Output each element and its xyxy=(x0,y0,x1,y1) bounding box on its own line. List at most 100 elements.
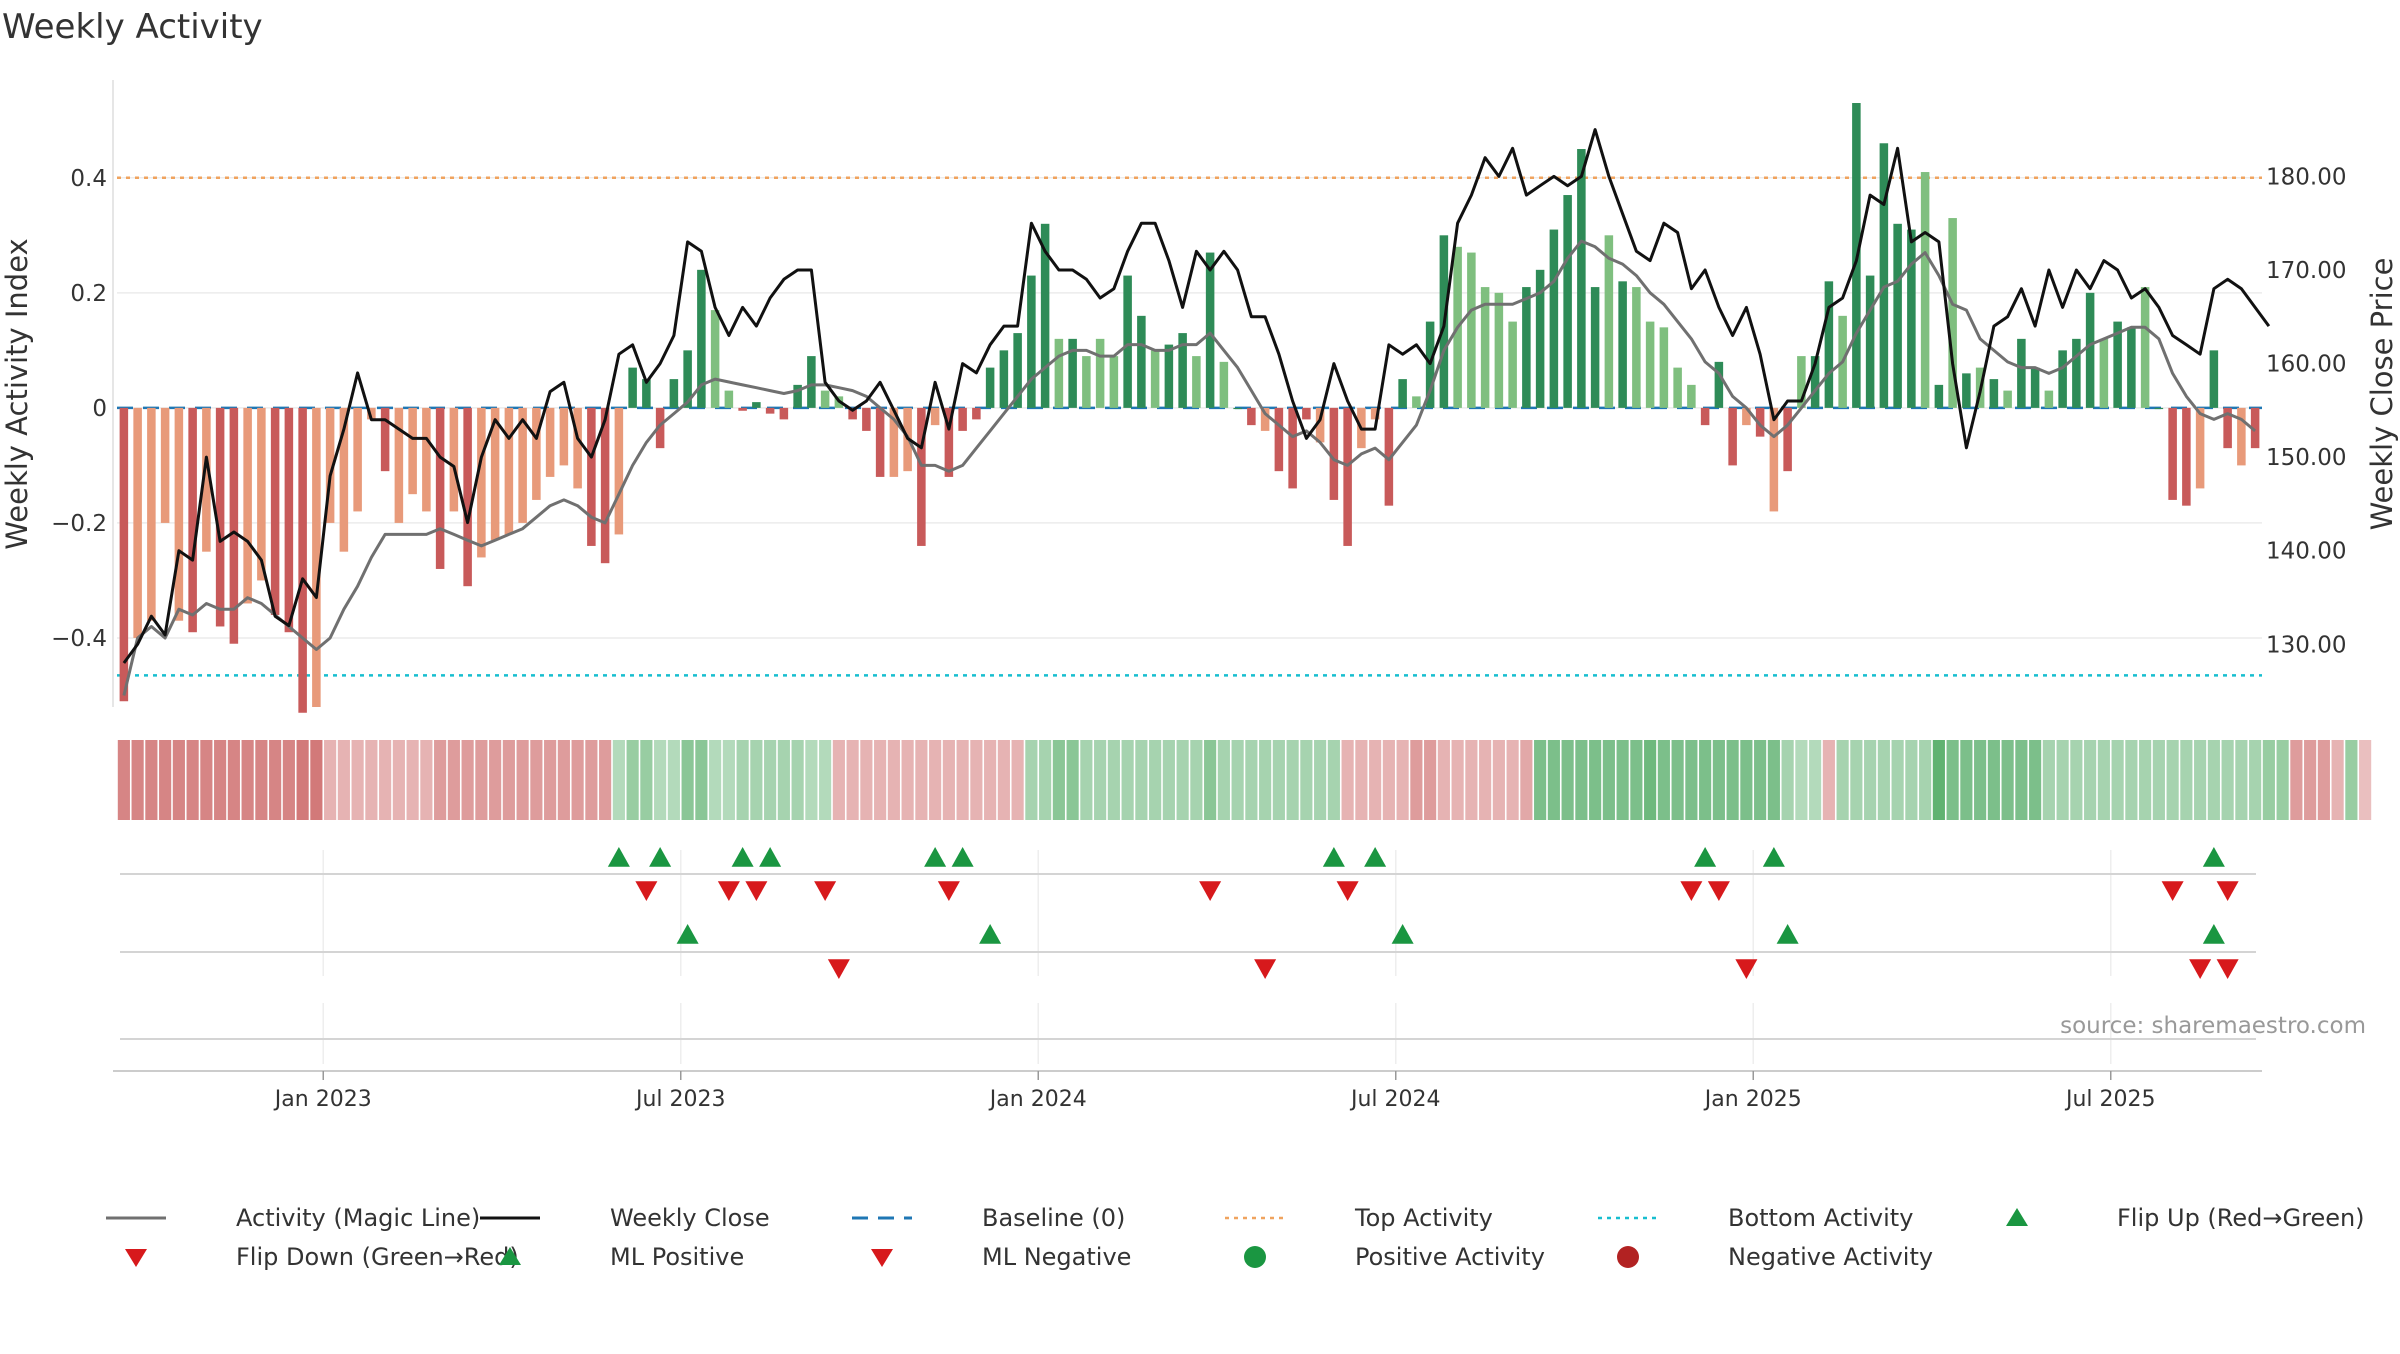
activity-bar xyxy=(862,407,871,431)
heat-strip-cell xyxy=(1699,740,1712,820)
activity-bar xyxy=(1412,396,1421,408)
legend-label: Flip Down (Green→Red) xyxy=(236,1243,519,1271)
heat-strip-cell xyxy=(1644,740,1657,820)
activity-bar xyxy=(1370,407,1380,420)
heat-strip-cell xyxy=(1767,740,1780,820)
legend-label: Activity (Magic Line) xyxy=(236,1204,480,1232)
heat-strip-cell xyxy=(1919,740,1932,820)
heat-strip-cell xyxy=(2359,740,2372,820)
ml-positive-marker xyxy=(1391,924,1414,944)
heat-strip-cell xyxy=(1190,740,1203,820)
heat-strip-cell xyxy=(434,740,447,820)
heat-strip-cell xyxy=(2125,740,2138,820)
heat-strip-cell xyxy=(337,740,350,820)
activity-bar xyxy=(2072,338,2081,408)
activity-bar xyxy=(999,350,1009,408)
heat-strip-cell xyxy=(1506,740,1519,820)
heat-strip-cell xyxy=(2290,740,2303,820)
activity-bar xyxy=(2195,407,2205,489)
heat-strip-cell xyxy=(2015,740,2028,820)
flip-down-marker xyxy=(717,881,740,901)
heat-strip-cell xyxy=(351,740,364,820)
heat-strip-cell xyxy=(764,740,777,820)
heat-strip-cell xyxy=(1066,740,1079,820)
heat-strip-cell xyxy=(997,740,1010,820)
heat-strip-cell xyxy=(241,740,254,820)
ml-positive-marker xyxy=(1776,924,1799,944)
activity-bar xyxy=(188,407,197,633)
legend-swatch xyxy=(499,1247,521,1265)
reference-lines xyxy=(117,176,2262,677)
legend-label: Bottom Activity xyxy=(1728,1204,1913,1232)
heat-strip-cell xyxy=(1974,740,1987,820)
activity-bar xyxy=(1728,407,1737,466)
legend-label: Baseline (0) xyxy=(982,1204,1125,1232)
activity-bar xyxy=(1687,384,1696,408)
heat-strip-cell xyxy=(1382,740,1395,820)
heat-strip-cell xyxy=(2249,740,2262,820)
heat-strip-cell xyxy=(1025,740,1038,820)
weekly-close-series xyxy=(122,128,2271,664)
activity-bar xyxy=(1150,350,1160,408)
activity-bar xyxy=(1398,379,1407,408)
legend-label: Negative Activity xyxy=(1728,1243,1933,1271)
heat-strip-cell xyxy=(1795,740,1808,820)
activity-bar xyxy=(1590,287,1600,408)
activity-bar xyxy=(1783,407,1792,472)
activity-bar xyxy=(628,367,637,408)
activity-bar xyxy=(614,407,624,535)
heat-strip-cell xyxy=(2084,740,2097,820)
heat-strip-cell xyxy=(1891,740,1904,820)
heat-strip-cell xyxy=(2317,740,2330,820)
activity-bar xyxy=(1274,407,1284,472)
activity-bar xyxy=(1989,379,1999,408)
heat-strip-cell xyxy=(1327,740,1340,820)
activity-bar xyxy=(2017,338,2026,408)
heat-strip-cell xyxy=(695,740,708,820)
heat-strip-cell xyxy=(1630,740,1643,820)
legend-label: Positive Activity xyxy=(1355,1243,1545,1271)
heat-strip-cell xyxy=(1011,740,1024,820)
heat-strip-cell xyxy=(516,740,529,820)
left-tick-label: 0 xyxy=(92,396,107,422)
ml-negative-marker xyxy=(1254,959,1277,979)
activity-bar xyxy=(119,407,129,702)
heat-strip-cell xyxy=(2262,740,2275,820)
heat-strip-cell xyxy=(2331,740,2344,820)
activity-bar xyxy=(1879,143,1889,408)
activity-bar xyxy=(2085,292,2095,408)
heat-strip-cell xyxy=(1602,740,1615,820)
activity-bar xyxy=(724,390,734,408)
legend-label: Weekly Close xyxy=(610,1204,770,1232)
activity-bar xyxy=(1260,407,1270,431)
activity-bar xyxy=(1178,333,1187,408)
heat-strip-cell xyxy=(2235,740,2248,820)
heat-strip-cell xyxy=(654,740,667,820)
heat-strip-cell xyxy=(2042,740,2055,820)
heat-strip-cell xyxy=(1162,740,1175,820)
activity-bar xyxy=(642,379,651,408)
activity-bar xyxy=(243,407,252,604)
heat-strip-cell xyxy=(255,740,268,820)
heat-strip-cell xyxy=(571,740,584,820)
activity-bar xyxy=(1535,269,1545,408)
activity-bar xyxy=(1700,407,1710,426)
activity-bar xyxy=(174,407,184,621)
activity-bar xyxy=(958,407,967,431)
heat-strip-cell xyxy=(145,740,158,820)
heat-strip-cell xyxy=(901,740,914,820)
activity-bar xyxy=(133,407,142,638)
flip-down-marker xyxy=(1680,881,1703,901)
activity-bar xyxy=(490,407,500,541)
price-and-magic-lines xyxy=(122,128,2271,696)
heat-strip-cell xyxy=(1341,740,1354,820)
activity-bar xyxy=(2140,287,2150,408)
activity-bar xyxy=(917,407,926,546)
heat-strip-cell xyxy=(2152,740,2165,820)
legend-label: Flip Up (Red→Green) xyxy=(2117,1204,2365,1232)
activity-bar xyxy=(1934,384,1944,408)
heat-strip-cell xyxy=(2194,740,2207,820)
activity-bar xyxy=(2182,407,2191,506)
heat-strip-cell xyxy=(1437,740,1450,820)
heat-strip-cell xyxy=(805,740,818,820)
